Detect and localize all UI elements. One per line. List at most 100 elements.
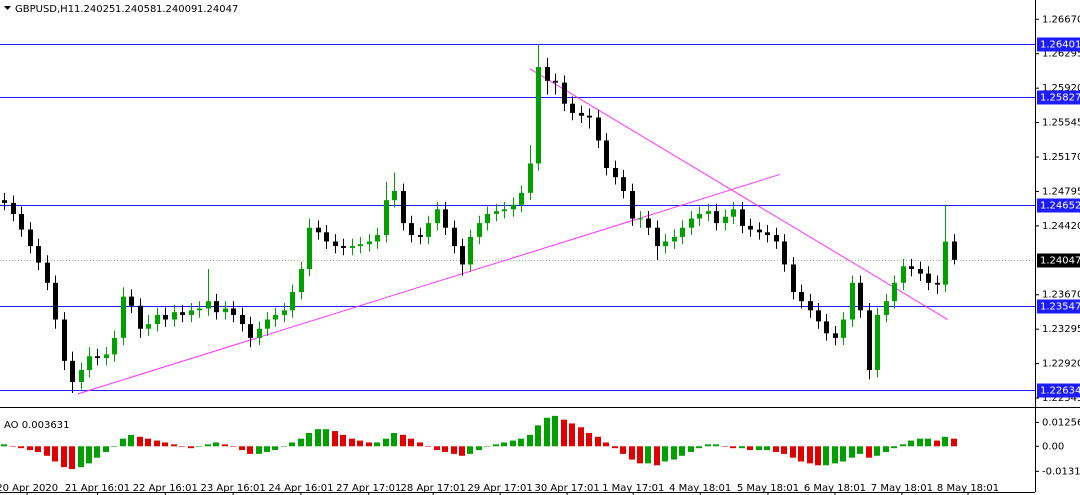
ao-bar xyxy=(111,446,117,447)
candle-body xyxy=(70,360,75,382)
price-label-box xyxy=(1037,198,1080,213)
ao-bar xyxy=(942,436,948,447)
ao-bar xyxy=(10,446,16,447)
price-label-box xyxy=(1037,299,1080,314)
ao-bar xyxy=(272,446,278,451)
price-label: 1.22634 xyxy=(1040,386,1080,397)
candle-body xyxy=(155,314,160,325)
candle-body xyxy=(562,82,567,104)
symbol: GBPUSD,H1 xyxy=(15,4,74,15)
candle-body xyxy=(146,324,151,329)
ao-bar xyxy=(840,446,846,462)
x-tick-label: 7 May 18:01 xyxy=(871,483,933,494)
ao-bar xyxy=(44,446,50,456)
candle-body xyxy=(570,103,575,113)
header-value: 1.24047 xyxy=(197,4,238,15)
candle-body xyxy=(316,227,321,233)
ao-bar xyxy=(434,446,440,451)
menu-arrow[interactable] xyxy=(4,6,11,10)
ao-bar xyxy=(688,446,694,452)
ao-bar xyxy=(27,446,33,451)
candle-body xyxy=(748,225,753,230)
candle-body xyxy=(833,333,838,338)
candle-body xyxy=(630,190,635,219)
candle-body xyxy=(367,241,372,245)
candle-body xyxy=(299,269,304,292)
candle-body xyxy=(257,328,262,338)
candle-body xyxy=(384,200,389,236)
ao-bar xyxy=(230,446,236,447)
ao-bar xyxy=(162,442,168,447)
candle-body xyxy=(935,282,940,285)
candle-body xyxy=(655,227,660,247)
candle-body xyxy=(214,301,219,313)
candle-body xyxy=(375,235,380,242)
ao-bar xyxy=(391,432,397,447)
y-tick-label: 1.26670 xyxy=(1042,14,1080,25)
candle-body xyxy=(138,305,143,329)
candle-body xyxy=(723,216,728,224)
ao-bar xyxy=(713,444,719,447)
candle-body xyxy=(206,301,211,309)
candle-body xyxy=(172,312,177,320)
candle-body xyxy=(477,223,482,237)
candle-body xyxy=(223,308,228,313)
y-tick-label: 1.24795 xyxy=(1042,186,1080,197)
candle-body xyxy=(350,246,355,248)
candle-body xyxy=(553,80,558,83)
ao-bar xyxy=(866,446,872,458)
candle-body xyxy=(265,319,270,329)
candle-body xyxy=(782,241,787,265)
candle-body xyxy=(867,310,872,371)
y-tick-label: 1.25920 xyxy=(1042,83,1080,94)
ao-bar xyxy=(128,434,134,447)
candle-body xyxy=(952,241,957,260)
ao-bar xyxy=(908,440,914,447)
ao-bar xyxy=(86,446,92,464)
candle-body xyxy=(392,190,397,201)
candle-body xyxy=(613,168,618,178)
ao-bar xyxy=(925,438,931,447)
candle-body xyxy=(53,282,58,320)
ao-bar xyxy=(535,425,541,447)
ao-bar xyxy=(891,446,897,449)
candle-body xyxy=(672,236,677,242)
ao-bar xyxy=(900,444,906,447)
candle-body xyxy=(36,246,41,263)
y-tick-label: 0.012567 xyxy=(1042,417,1080,428)
price-label-box xyxy=(1037,383,1080,398)
candle-body xyxy=(799,291,804,302)
candle-body xyxy=(816,310,821,322)
candle-body xyxy=(502,209,507,212)
header-value: 1.24025 xyxy=(74,4,115,15)
candle-body xyxy=(604,140,609,169)
ao-bar xyxy=(790,446,796,458)
candle-body xyxy=(121,296,126,338)
candle-body xyxy=(714,211,719,224)
candle-body xyxy=(545,67,550,81)
candle-body xyxy=(324,232,329,242)
ao-bar xyxy=(69,446,75,470)
candle-body xyxy=(435,209,440,224)
x-tick-label: 5 May 18:01 xyxy=(737,483,799,494)
candle-body xyxy=(841,319,846,338)
ao-bar xyxy=(654,446,660,466)
candle-body xyxy=(638,218,643,220)
candle-body xyxy=(460,246,465,265)
ao-bar xyxy=(595,436,601,447)
x-tick-label: 24 Apr 16:01 xyxy=(268,483,333,494)
ao-bar xyxy=(357,440,363,447)
candle-body xyxy=(791,264,796,292)
candle-body xyxy=(731,209,736,217)
candle-body xyxy=(901,266,906,283)
candle-body xyxy=(680,227,685,237)
ao-bar xyxy=(281,446,287,447)
ao-bar xyxy=(323,429,329,447)
ao-bar xyxy=(374,442,380,447)
candle-body xyxy=(858,282,863,311)
ao-bar xyxy=(917,438,923,447)
ao-bar xyxy=(349,438,355,447)
candle-body xyxy=(358,244,363,247)
ao-bar xyxy=(484,446,490,447)
candle-body xyxy=(11,202,16,214)
